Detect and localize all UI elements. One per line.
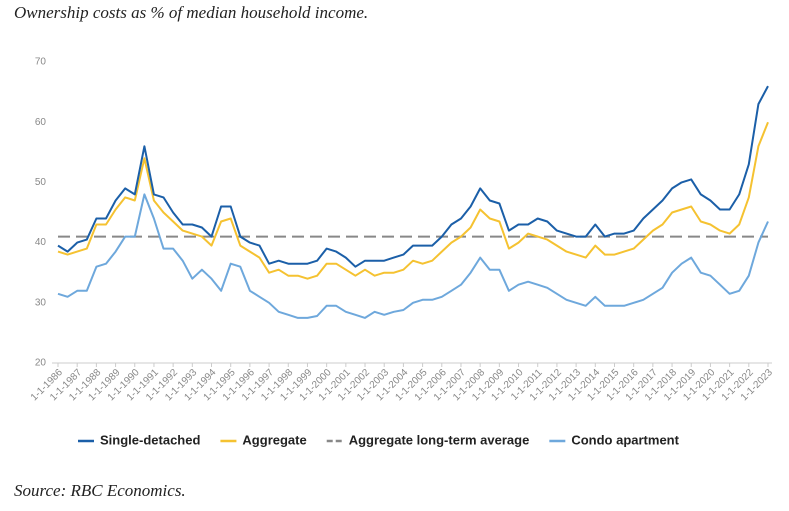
series-line [57,85,769,268]
y-tick-label: 50 [35,177,47,188]
y-tick-label: 40 [35,237,47,248]
series-line [57,193,769,319]
chart-title: Ownership costs as % of median household… [14,3,368,22]
y-tick-label: 60 [35,117,47,128]
source: Source: RBC Economics. [14,481,186,500]
y-tick-label: 30 [35,297,47,308]
legend-label: Aggregate long-term average [349,432,530,447]
legend-label: Aggregate [242,432,306,447]
y-tick-label: 20 [35,358,47,369]
legend-label: Single-detached [100,432,200,447]
legend-label: Condo apartment [571,432,679,447]
y-tick-label: 70 [35,57,47,68]
series-line [57,121,769,280]
